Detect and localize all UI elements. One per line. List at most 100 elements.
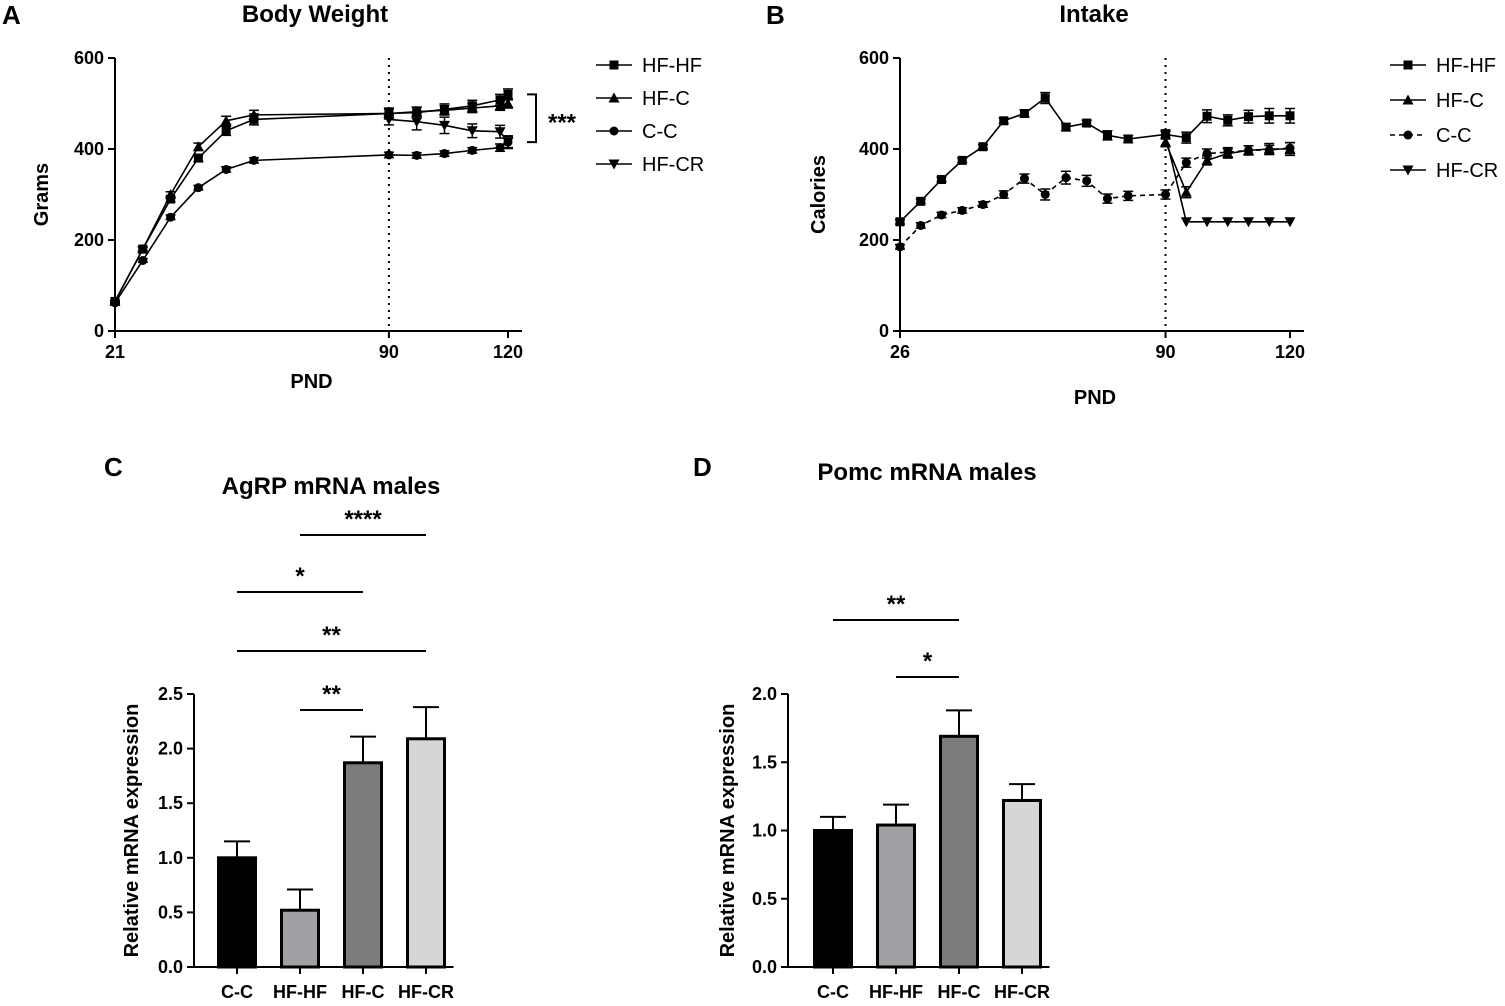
data-point-HF-HF bbox=[999, 116, 1009, 126]
y-tick-label: 0.0 bbox=[752, 957, 777, 977]
y-tick-label: 1.0 bbox=[752, 821, 777, 841]
y-tick-label: 400 bbox=[74, 139, 104, 159]
x-tick-label-HF-CR: HF-CR bbox=[994, 982, 1050, 1002]
data-point-HF-CR bbox=[466, 126, 478, 137]
data-point-C-C bbox=[1019, 174, 1029, 184]
data-point-C-C bbox=[110, 298, 120, 308]
bar-HF-C bbox=[343, 761, 383, 969]
data-point-C-C bbox=[916, 220, 926, 230]
data-point-C-C bbox=[1285, 143, 1295, 153]
y-tick-label: 0.5 bbox=[752, 889, 777, 909]
x-tick-label-HF-HF: HF-HF bbox=[869, 982, 923, 1002]
data-point-HF-CR bbox=[1180, 217, 1192, 228]
data-point-HF-CR bbox=[1201, 217, 1213, 228]
panel-c-agrp: AgRP mRNA males 0.0 0.5 1.0 1.5 2.0 2.5 Relativ… bbox=[121, 473, 454, 1002]
data-point-HF-CR bbox=[1263, 217, 1275, 228]
data-point-HF-HF bbox=[978, 142, 988, 152]
data-point-C-C bbox=[467, 145, 477, 155]
data-point-C-C bbox=[1061, 173, 1071, 183]
data-point-HF-CR bbox=[383, 114, 395, 125]
x-tick-label: 26 bbox=[890, 342, 910, 362]
y-tick-label: 2.0 bbox=[158, 739, 183, 759]
legend-label-HF-CR: HF-CR bbox=[642, 154, 704, 176]
x-axis-label: PND bbox=[1074, 387, 1116, 409]
data-point-C-C bbox=[1244, 145, 1254, 155]
data-point-HF-HF bbox=[1285, 111, 1295, 121]
legend-marker-C-C bbox=[1403, 130, 1413, 140]
data-point-HF-HF bbox=[936, 174, 946, 184]
y-tick-label: 400 bbox=[859, 139, 889, 159]
data-point-C-C bbox=[249, 155, 259, 165]
legend-marker-HF-CR bbox=[608, 159, 620, 170]
data-point-C-C bbox=[495, 143, 505, 153]
data-point-HF-C bbox=[466, 102, 478, 113]
bar-HF-HF bbox=[280, 908, 320, 969]
legend-label-HF-HF: HF-HF bbox=[642, 55, 702, 77]
x-tick-label-HF-C: HF-C bbox=[342, 982, 385, 1002]
data-point-HF-CR bbox=[1160, 130, 1172, 141]
significance-label: * bbox=[923, 648, 933, 675]
data-point-HF-HF bbox=[495, 95, 505, 105]
data-point-C-C bbox=[138, 255, 148, 265]
data-point-HF-C bbox=[137, 243, 149, 254]
y-tick-label: 600 bbox=[74, 48, 104, 68]
panel-d-letter: D bbox=[693, 452, 712, 482]
y-tick-label: 0.5 bbox=[158, 902, 183, 922]
x-tick-label: 90 bbox=[1156, 342, 1176, 362]
data-point-C-C bbox=[384, 150, 394, 160]
series-line-HF-C bbox=[114, 102, 509, 302]
data-point-C-C bbox=[1264, 145, 1274, 155]
y-axis-label: Calories bbox=[808, 155, 830, 234]
data-point-C-C bbox=[936, 210, 946, 220]
data-point-HF-CR bbox=[411, 117, 423, 128]
data-point-HF-HF bbox=[221, 126, 231, 136]
legend-label-C-C: C-C bbox=[1436, 125, 1472, 147]
data-point-HF-C bbox=[220, 115, 232, 126]
data-point-HF-CR bbox=[1243, 217, 1255, 228]
chart-title: Pomc mRNA males bbox=[817, 459, 1036, 486]
data-point-C-C bbox=[166, 212, 176, 222]
data-point-HF-HF bbox=[1244, 112, 1254, 122]
series-HF-CR bbox=[1160, 130, 1296, 228]
legend-label-HF-C: HF-C bbox=[1436, 90, 1484, 112]
x-axis-label: PND bbox=[290, 371, 332, 393]
y-tick-label: 1.0 bbox=[158, 848, 183, 868]
data-point-HF-C bbox=[1180, 186, 1192, 197]
data-point-HF-HF bbox=[1061, 122, 1071, 132]
panel-a-body-weight: Body Weight 0 200 400 600 21 90 120 PND Grams HF-H… bbox=[31, 1, 704, 393]
y-tick-label: 600 bbox=[859, 48, 889, 68]
legend-label-HF-HF: HF-HF bbox=[1436, 55, 1496, 77]
x-tick-label-HF-CR: HF-CR bbox=[398, 982, 454, 1002]
x-tick-label: 21 bbox=[105, 342, 125, 362]
x-tick-label: 90 bbox=[379, 342, 399, 362]
significance-label: **** bbox=[344, 506, 382, 533]
panel-a-letter: A bbox=[2, 0, 21, 30]
y-tick-label: 0.0 bbox=[158, 957, 183, 977]
legend-marker-HF-CR bbox=[1402, 165, 1414, 176]
data-point-C-C bbox=[412, 150, 422, 160]
data-point-HF-CR bbox=[438, 120, 450, 131]
series-HF-C bbox=[109, 98, 514, 306]
data-point-HF-HF bbox=[1082, 118, 1092, 128]
data-point-C-C bbox=[1161, 190, 1171, 199]
legend-label-HF-C: HF-C bbox=[642, 88, 690, 110]
data-point-HF-C bbox=[192, 141, 204, 152]
data-point-HF-HF bbox=[1040, 93, 1050, 103]
data-point-C-C bbox=[193, 183, 203, 193]
data-point-C-C bbox=[1102, 194, 1112, 204]
data-point-HF-HF bbox=[166, 194, 176, 204]
data-point-HF-HF bbox=[957, 155, 967, 165]
y-tick-label: 1.5 bbox=[158, 793, 183, 813]
data-point-HF-HF bbox=[1181, 133, 1191, 143]
series-C-C bbox=[895, 141, 1295, 252]
legend-label-C-C: C-C bbox=[642, 121, 678, 143]
bar-HF-CR bbox=[1002, 798, 1042, 969]
series-HF-CR bbox=[383, 112, 514, 150]
data-point-C-C bbox=[1202, 149, 1212, 159]
y-tick-label: 200 bbox=[74, 230, 104, 250]
data-point-HF-C bbox=[502, 98, 514, 108]
x-tick-label-HF-C: HF-C bbox=[938, 982, 981, 1002]
data-point-HF-HF bbox=[916, 196, 926, 206]
series-HF-HF bbox=[895, 91, 1295, 227]
